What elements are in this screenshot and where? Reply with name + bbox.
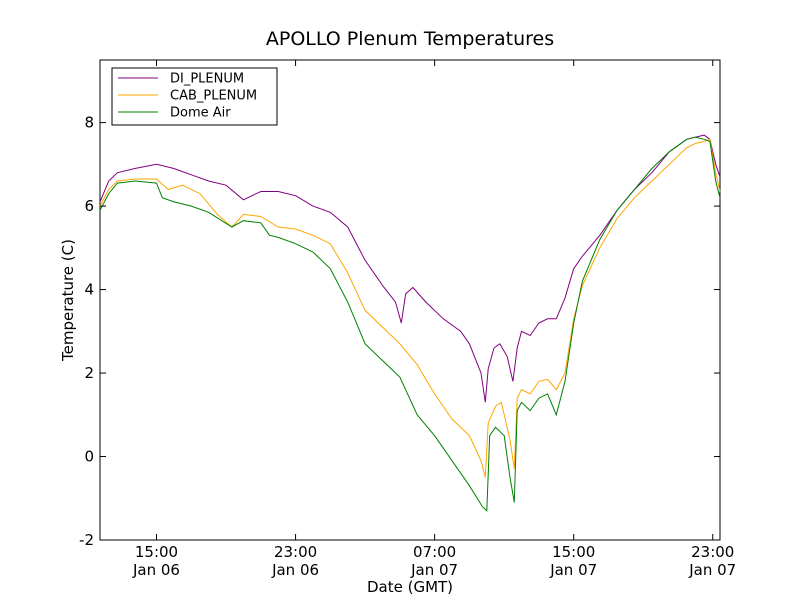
chart-title: APOLLO Plenum Temperatures [266,28,554,50]
series-line-dome-air [99,136,721,512]
x-tick-label-date: Jan 06 [271,561,319,579]
x-tick-label-time: 07:00 [413,543,456,561]
x-tick-label-date: Jan 06 [132,561,180,579]
y-axis: -2 0 2 4 6 8 [79,114,720,549]
y-tick-label: 4 [84,281,94,299]
y-tick-label: -2 [79,531,94,549]
x-tick-label-date: Jan 07 [549,561,597,579]
y-tick-label: 6 [84,197,94,215]
series-line-cab-plenum [99,138,721,478]
legend-label-dome-air: Dome Air [170,106,231,121]
y-tick-label: 8 [84,114,94,132]
legend-items: DI_PLENUM CAB_PLENUM Dome Air [118,72,257,121]
x-tick-label-time: 23:00 [691,543,734,561]
legend-label-cab-plenum: CAB_PLENUM [170,89,257,104]
y-axis-label: Temperature (C) [59,239,77,362]
series-layer [99,134,721,512]
y-tick-label: 0 [84,448,94,466]
x-tick-label-time: 15:00 [552,543,595,561]
x-tick-label-time: 15:00 [135,543,178,561]
x-axis-label: Date (GMT) [367,578,453,596]
legend-label-di-plenum: DI_PLENUM [170,72,244,87]
y-tick-label: 2 [84,364,94,382]
legend: DI_PLENUM CAB_PLENUM Dome Air [111,67,278,126]
x-tick-label-time: 23:00 [274,543,317,561]
plot-frame [99,59,721,541]
x-tick-label-date: Jan 07 [688,561,736,579]
x-tick-label-date: Jan 07 [410,561,458,579]
